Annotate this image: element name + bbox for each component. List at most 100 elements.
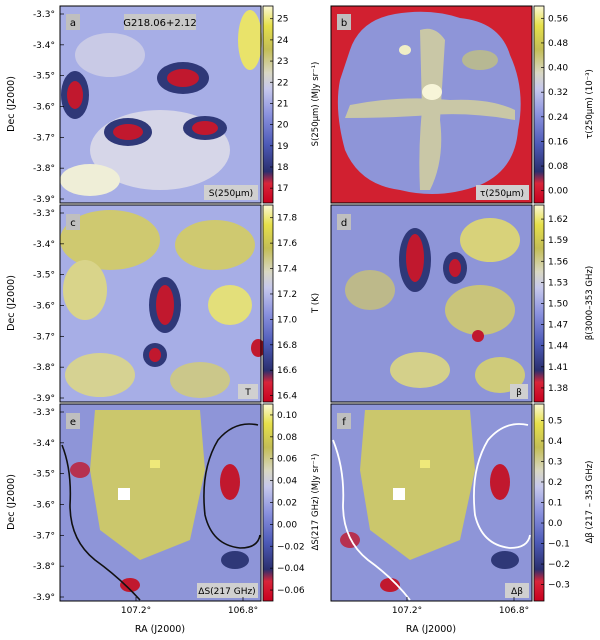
contour-e-left (61, 444, 141, 601)
dec-tick-label: -3.3° (33, 10, 55, 20)
panel-letter-e: e (70, 417, 76, 428)
dec-tick-label: -3.4° (33, 41, 55, 51)
dec-tick-label: -3.8° (33, 562, 55, 572)
colorbar-tick-label: 18 (277, 163, 289, 173)
colorbar-tick-label: 1.59 (548, 236, 568, 246)
colorbar-tick-label: 19 (277, 142, 289, 152)
colorbar-tick-label: 17.4 (277, 265, 297, 275)
panel-letter-box-d (337, 214, 351, 230)
dec-tick-label: -3.5° (33, 72, 55, 82)
colorbar-tick-label: 0.24 (548, 113, 568, 123)
panel-a: a G218.06+2.12 S(250μm) (59, 5, 262, 204)
colorbar-ticks-d: 1.62 1.59 1.56 1.53 1.50 1.47 1.44 1.41 1.38 (541, 215, 568, 394)
dec-tick-label: -3.4° (33, 439, 55, 449)
colorbar-tick-label: 0.32 (548, 88, 568, 98)
dec-tick-label: -3.5° (33, 470, 55, 480)
dec-tick-label: -3.8° (33, 164, 55, 174)
colorbar-tick-label: −0.02 (277, 542, 305, 552)
colorbar-tick-label: 0.04 (277, 477, 297, 487)
colorbar-tick-label: −0.06 (277, 586, 305, 596)
contour-e-right (203, 423, 261, 549)
colorbar-label-b: τ(250μm) (10⁻³) (585, 69, 595, 139)
dec-tick-label: -3.4° (33, 240, 55, 250)
colorbar-tick-label: 0.06 (277, 455, 297, 465)
ra-tick-labels: 107.2° 106.8° 107.2° 106.8° (121, 597, 529, 616)
panel-f: f Δβ (330, 403, 533, 602)
colorbar-tick-label: 1.47 (548, 321, 568, 331)
colorbar-tick-label: 16.6 (277, 366, 297, 376)
contour-f-right (473, 423, 531, 549)
y-axis-label-top: Dec (J2000) (6, 76, 17, 132)
colorbar-c: 17.8 17.6 17.4 17.2 17.0 16.8 16.6 16.4 T (K) (262, 204, 321, 403)
colorbar-tick-label: 0.16 (548, 137, 568, 147)
colorbar-tick-label: 22 (277, 78, 288, 88)
colorbar-ticks-b: 0.56 0.48 0.40 0.32 0.24 0.16 0.08 0.00 (541, 14, 568, 197)
dec-tick-label: -3.9° (33, 195, 55, 205)
colorbar-label-c: T (K) (311, 293, 321, 314)
panel-letter-f: f (342, 417, 346, 428)
dec-tick-label: -3.3° (33, 408, 55, 418)
map-label-a: S(250μm) (209, 189, 253, 199)
colorbar-label-d: β(3000–353 GHz) (585, 266, 595, 340)
colorbar-tick-label: 1.50 (548, 300, 568, 310)
map-label-f: Δβ (511, 587, 523, 597)
map-label-c: T (244, 388, 251, 398)
dec-tick-label: -3.7° (33, 531, 55, 541)
ra-tick-label: 106.8° (499, 606, 529, 616)
map-label-box-e (197, 583, 258, 598)
map-label-d: β (516, 388, 522, 398)
panel-d: d β (330, 204, 533, 403)
map-features-e (70, 410, 249, 592)
colorbar-e: 0.100.080.060.040.020.00−0.02−0.04−0.06 … (262, 403, 321, 602)
map-features-c (60, 210, 265, 398)
colorbar-tick-label: −0.04 (277, 564, 305, 574)
colorbar-tick-label: 16.8 (277, 341, 297, 351)
dec-tick-label: -3.6° (33, 302, 55, 312)
panel-e: e ΔS(217 GHz) (59, 403, 262, 602)
colorbar-tick-label: 0.08 (548, 162, 568, 172)
map-features-f (340, 410, 519, 592)
dec-tick-label: -3.6° (33, 501, 55, 511)
object-label: G218.06+2.12 (123, 18, 196, 29)
dec-tick-label: -3.3° (33, 209, 55, 219)
colorbar-label-f: Δβ (217 – 353 GHz) (585, 461, 595, 544)
colorbar-tick-label: 0.08 (277, 433, 297, 443)
colorbar-ticks-a: 25 24 23 22 21 20 19 18 17 (270, 15, 289, 194)
y-axis-label-bottom: Dec (J2000) (6, 474, 17, 530)
object-label-box (124, 14, 196, 30)
panel-letter-box-a (66, 14, 80, 30)
map-label-box-d (510, 384, 528, 399)
colorbar-f: 0.5 0.4 0.3 0.2 0.1 0.0 −0.1 −0.2 −0.3 Δβ (217 –… (533, 403, 595, 602)
contour-f-left (332, 439, 411, 601)
dec-tick-label: -3.7° (33, 133, 55, 143)
colorbar-tick-label: 0.00 (548, 187, 568, 197)
colorbar-tick-label: 0.1 (548, 499, 562, 509)
colorbar-b: 0.56 0.48 0.40 0.32 0.24 0.16 0.08 0.00 τ(250μm… (533, 5, 595, 204)
dec-tick-label: -3.6° (33, 103, 55, 113)
colorbar-tick-label: 17 (277, 184, 288, 194)
ra-tick-label: 107.2° (121, 606, 151, 616)
x-axis-label-left: RA (J2000) (135, 624, 185, 635)
colorbar-tick-label: 1.38 (548, 384, 568, 394)
colorbar-tick-label: 0.2 (548, 478, 562, 488)
colorbar-tick-label: 1.41 (548, 363, 568, 373)
colorbar-tick-label: 16.4 (277, 392, 297, 402)
panel-letter-box-e (66, 413, 80, 429)
panel-letter-box-c (66, 214, 80, 230)
colorbar-a: 25 24 23 22 21 20 19 18 17 S(250μm) (MJy sr⁻¹) (262, 5, 321, 204)
panel-c: c T (59, 204, 265, 403)
dec-tick-label: -3.8° (33, 363, 55, 373)
x-axis-label-right: RA (J2000) (406, 624, 456, 635)
colorbar-ticks-c: 17.8 17.6 17.4 17.2 17.0 16.8 16.6 16.4 (270, 214, 297, 402)
colorbar-tick-label: 17.8 (277, 214, 297, 224)
colorbar-tick-label: 0.4 (548, 437, 563, 447)
panel-letter-c: c (70, 218, 76, 229)
colorbar-tick-label: 25 (277, 15, 288, 25)
colorbar-tick-label: 1.53 (548, 278, 568, 288)
colorbar-tick-label: 0.5 (548, 416, 562, 426)
y-axis-label-middle: Dec (J2000) (6, 275, 17, 331)
ra-tick-label: 107.2° (392, 606, 422, 616)
panel-letter-box-f (337, 413, 351, 429)
colorbar-tick-label: 0.56 (548, 14, 568, 24)
panel-b: b τ(250μm) (330, 5, 533, 204)
